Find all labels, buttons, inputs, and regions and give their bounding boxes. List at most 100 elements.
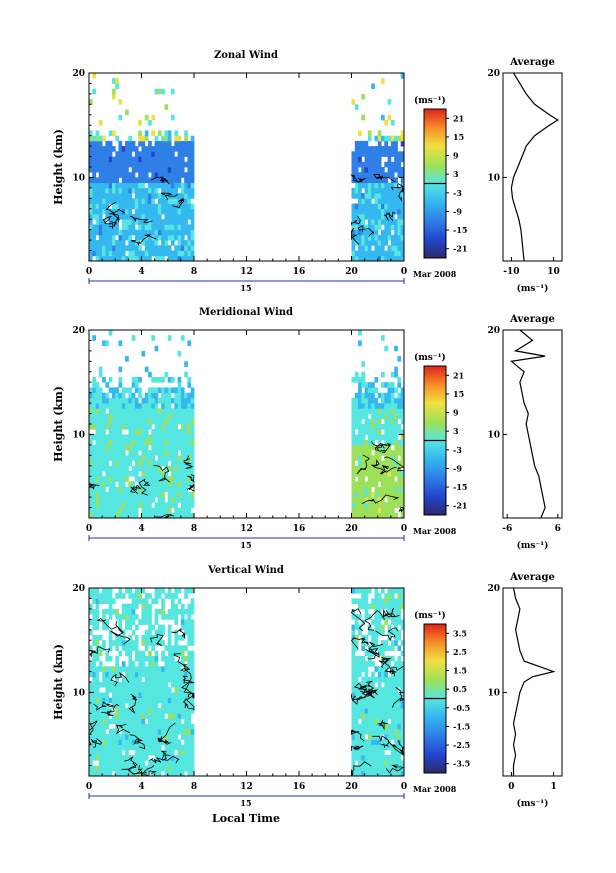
heatmap-cell	[131, 671, 136, 678]
heatmap-cell	[187, 408, 192, 414]
heatmap-cell	[128, 208, 133, 215]
heatmap-cell	[134, 146, 139, 152]
heatmap-cell	[148, 481, 152, 487]
heatmap-cell	[358, 146, 362, 152]
heatmap-cell	[351, 397, 356, 404]
heatmap-cell	[141, 471, 146, 477]
heatmap-cell	[95, 734, 100, 740]
heatmap-cell	[141, 744, 146, 751]
heatmap-cell	[112, 502, 116, 508]
heatmap-cell	[377, 140, 382, 147]
heatmap-cell	[125, 476, 129, 482]
heatmap-cell	[167, 744, 172, 751]
heatmap-cell	[102, 598, 106, 604]
heatmap-cell	[121, 676, 126, 683]
heatmap-cell	[92, 671, 96, 678]
heatmap-cell	[154, 234, 159, 241]
heatmap-cell	[161, 486, 165, 493]
heatmap-cell	[105, 671, 110, 678]
heatmap-cell	[187, 187, 192, 194]
heatmap-cell	[374, 749, 379, 756]
heatmap-cell	[105, 172, 110, 178]
heatmap-cell	[102, 198, 106, 204]
heatmap-cell	[151, 224, 155, 230]
heatmap-cell	[151, 161, 155, 168]
heatmap-cell	[190, 403, 195, 409]
heatmap-cell	[98, 413, 103, 420]
heatmap-cell	[134, 507, 139, 514]
heatmap-cell	[118, 455, 123, 461]
heatmap-cell	[361, 507, 365, 514]
heatmap-cell	[397, 682, 402, 688]
heatmap-cell	[177, 476, 182, 482]
heatmap-cell	[387, 497, 392, 503]
heatmap-cell	[112, 172, 116, 178]
heatmap-cell	[364, 455, 369, 461]
heatmap-cell	[377, 177, 382, 183]
heatmap-cell	[184, 403, 188, 409]
heatmap-cell	[390, 172, 395, 178]
heatmap-cell	[118, 413, 123, 420]
heatmap-cell	[354, 645, 359, 651]
heatmap-cell	[171, 413, 175, 420]
heatmap-cell	[161, 182, 165, 189]
heatmap-cell	[180, 245, 185, 251]
heatmap-cell	[144, 224, 149, 230]
heatmap-cell	[144, 434, 149, 440]
heatmap-cell	[384, 718, 388, 725]
heatmap-cell	[187, 708, 192, 714]
heatmap-cell	[115, 413, 119, 420]
heatmap-cell	[361, 697, 365, 704]
heatmap-cell	[171, 682, 175, 688]
heatmap-cell	[102, 729, 106, 735]
heatmap-cell	[184, 718, 188, 725]
heatmap-cell	[112, 408, 116, 414]
heatmap-cell	[144, 403, 149, 409]
heatmap-cell	[151, 146, 155, 152]
heatmap-cell	[361, 172, 365, 178]
heatmap-cell	[125, 156, 129, 163]
heatmap-cell	[157, 450, 162, 456]
heatmap-cell	[397, 734, 402, 740]
heatmap-cell	[364, 439, 369, 446]
heatmap-cell	[180, 424, 185, 430]
heatmap-cell	[361, 676, 365, 683]
heatmap-cell	[164, 234, 169, 241]
heatmap-cell	[361, 502, 365, 508]
heatmap-cell	[154, 387, 159, 393]
heatmap-cell	[187, 413, 192, 420]
heatmap-cell	[184, 140, 188, 147]
heatmap-cell	[161, 708, 165, 714]
heatmap-cell	[174, 167, 178, 173]
heatmap-cell	[390, 203, 395, 210]
heatmap-cell	[397, 167, 402, 173]
heatmap-cell	[171, 666, 175, 672]
heatmap-cell	[148, 403, 152, 409]
heatmap-cell	[371, 224, 375, 230]
heatmap-cell	[89, 713, 93, 719]
heatmap-cell	[177, 240, 182, 246]
heatmap-cell	[190, 708, 195, 714]
heatmap-cell	[397, 629, 402, 636]
heatmap-cell	[112, 429, 116, 435]
heatmap-cell	[118, 465, 123, 472]
heatmap-cell	[390, 497, 395, 503]
heatmap-cell	[361, 250, 365, 257]
heatmap-cell	[167, 229, 172, 236]
heatmap-cell	[128, 713, 133, 719]
heatmap-cell	[164, 486, 169, 493]
contour-line	[364, 609, 383, 631]
heatmap-cell	[387, 172, 392, 178]
heatmap-cell	[387, 408, 392, 414]
heatmap-cell	[361, 687, 365, 693]
heatmap-cell	[98, 198, 103, 204]
heatmap-cell	[358, 739, 362, 745]
heatmap-cell	[397, 172, 402, 178]
heatmap-cell	[108, 655, 113, 662]
heatmap-cell	[184, 130, 188, 136]
heatmap-cell	[377, 650, 382, 657]
heatmap-cell	[187, 682, 192, 688]
heatmap-cell	[374, 471, 379, 477]
heatmap-cell	[108, 250, 113, 257]
heatmap-cell	[381, 629, 385, 636]
